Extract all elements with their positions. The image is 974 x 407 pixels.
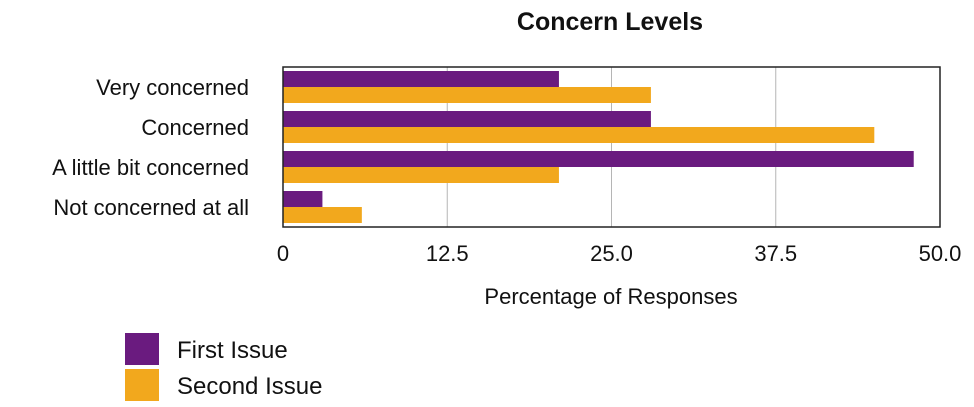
chart-title: Concern Levels bbox=[517, 8, 703, 36]
plot-frame bbox=[282, 66, 941, 228]
category-label: Concerned bbox=[141, 115, 249, 140]
bar-first-3 bbox=[283, 191, 323, 207]
bar-second-2 bbox=[283, 167, 559, 183]
bar-first-0 bbox=[283, 71, 559, 87]
bar-second-1 bbox=[283, 127, 875, 143]
bar-first-1 bbox=[283, 111, 651, 127]
x-tick-label: 12.5 bbox=[426, 241, 469, 266]
legend-swatch bbox=[125, 369, 159, 401]
legend: First Issue Second Issue bbox=[125, 333, 322, 401]
category-labels: Very concerned Concerned A little bit conc… bbox=[52, 75, 249, 220]
x-tick-label: 37.5 bbox=[754, 241, 797, 266]
x-tick-label: 0 bbox=[277, 241, 289, 266]
legend-label: Second Issue bbox=[177, 373, 322, 400]
category-label: Very concerned bbox=[96, 75, 249, 100]
legend-swatch bbox=[125, 333, 159, 365]
bar-second-3 bbox=[283, 207, 362, 223]
legend-label: First Issue bbox=[177, 337, 288, 364]
x-tick-label: 25.0 bbox=[590, 241, 633, 266]
bar-first-2 bbox=[283, 151, 914, 167]
x-tick-label: 50.0 bbox=[919, 241, 962, 266]
bar-second-0 bbox=[283, 87, 651, 103]
x-axis-title: Percentage of Responses bbox=[484, 284, 737, 309]
category-label: A little bit concerned bbox=[52, 155, 249, 180]
x-tick-labels: 0 12.5 25.0 37.5 50.0 bbox=[277, 241, 962, 266]
bars bbox=[283, 71, 914, 223]
category-label: Not concerned at all bbox=[53, 195, 249, 220]
